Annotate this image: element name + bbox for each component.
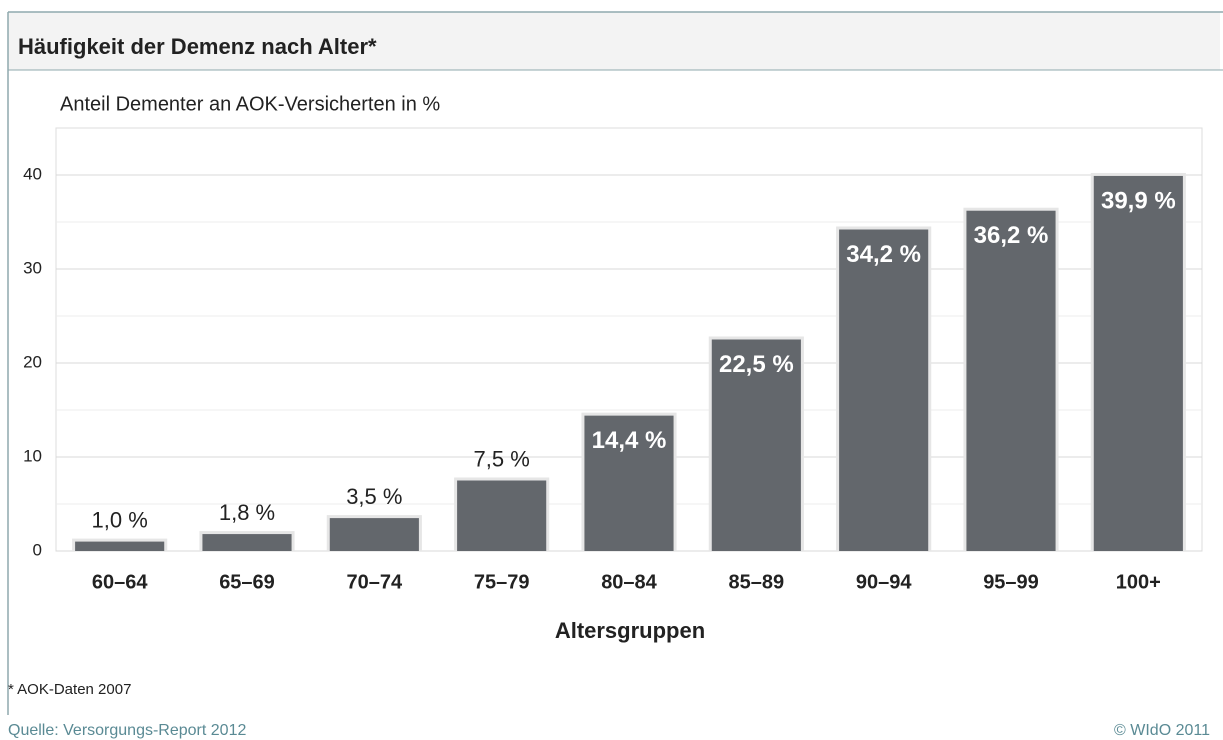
bar xyxy=(329,518,419,551)
bar xyxy=(202,534,292,551)
x-tick-label: 65–69 xyxy=(219,571,275,593)
value-label: 22,5 % xyxy=(719,351,794,378)
bar xyxy=(1093,175,1183,551)
x-tick-label: 70–74 xyxy=(347,571,403,593)
bar xyxy=(75,541,165,551)
value-label: 3,5 % xyxy=(346,484,402,509)
footnote: * AOK-Daten 2007 xyxy=(8,681,131,698)
bar xyxy=(584,415,674,551)
y-tick-label: 20 xyxy=(23,352,42,371)
y-tick-label: 0 xyxy=(33,540,42,559)
x-tick-label: 80–84 xyxy=(601,571,657,593)
x-tick-label: 75–79 xyxy=(474,571,530,593)
bar xyxy=(966,210,1056,551)
title-bar xyxy=(8,12,1220,70)
y-tick-label: 30 xyxy=(23,258,42,277)
value-label: 34,2 % xyxy=(846,241,921,268)
x-tick-label: 60–64 xyxy=(92,571,148,593)
bar xyxy=(457,480,547,551)
value-label: 1,8 % xyxy=(219,500,275,525)
value-label: 36,2 % xyxy=(974,222,1049,249)
chart-subtitle: Anteil Dementer an AOK-Versicherten in % xyxy=(60,93,440,115)
value-label: 1,0 % xyxy=(92,507,148,532)
value-label: 7,5 % xyxy=(474,446,530,471)
x-tick-label: 95–99 xyxy=(983,571,1039,593)
x-tick-label: 90–94 xyxy=(856,571,912,593)
value-label: 39,9 % xyxy=(1101,187,1176,214)
copyright: © WIdO 2011 xyxy=(1114,722,1210,739)
bar xyxy=(839,229,929,551)
x-axis-title: Altersgruppen xyxy=(555,618,705,643)
x-tick-label: 100+ xyxy=(1116,571,1161,593)
y-tick-label: 40 xyxy=(23,164,42,183)
source: Quelle: Versorgungs-Report 2012 xyxy=(8,722,246,739)
chart-title: Häufigkeit der Demenz nach Alter* xyxy=(18,34,377,59)
bar xyxy=(711,339,801,551)
x-tick-label: 85–89 xyxy=(729,571,785,593)
value-label: 14,4 % xyxy=(592,427,667,454)
y-tick-label: 10 xyxy=(23,446,42,465)
